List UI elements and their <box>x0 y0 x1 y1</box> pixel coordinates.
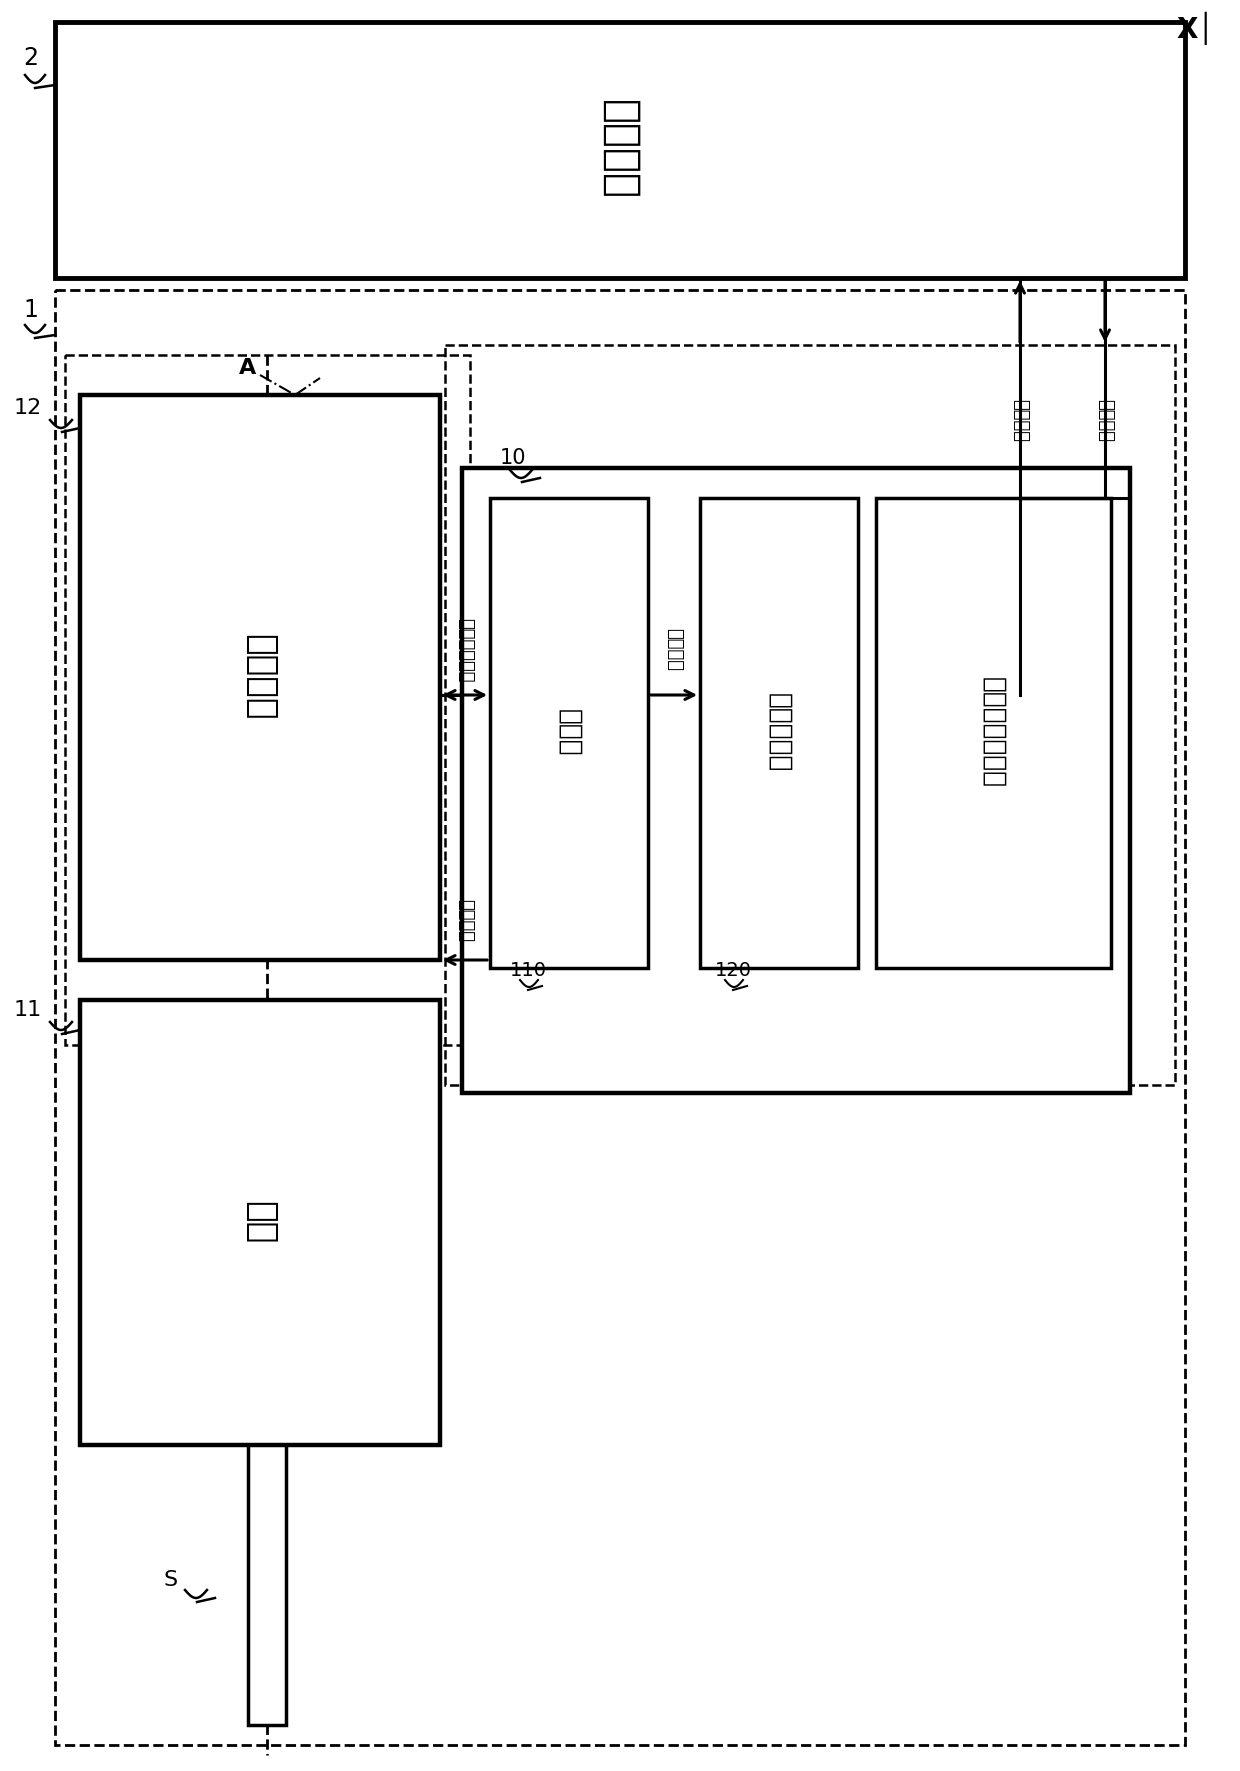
Text: 110: 110 <box>510 960 547 979</box>
Bar <box>248 1445 286 1725</box>
Text: 增量信号: 增量信号 <box>1011 398 1029 441</box>
Text: 12: 12 <box>14 398 42 418</box>
Bar <box>55 21 1185 278</box>
Text: 比特分割部: 比特分割部 <box>766 692 792 772</box>
Bar <box>55 290 1185 1744</box>
Bar <box>701 498 858 969</box>
Text: 上位设备: 上位设备 <box>599 99 641 200</box>
Text: 控制部: 控制部 <box>556 708 582 756</box>
Bar <box>875 498 1111 969</box>
Text: 11: 11 <box>14 1001 42 1020</box>
Bar <box>490 498 649 969</box>
Text: 2: 2 <box>24 46 38 71</box>
Text: 编码器部: 编码器部 <box>243 634 277 721</box>
Text: 分割数据: 分割数据 <box>665 629 683 671</box>
Bar <box>81 395 440 960</box>
Bar <box>463 468 1130 1093</box>
Text: 10: 10 <box>500 448 527 468</box>
Text: 控制信号: 控制信号 <box>1096 398 1114 441</box>
Text: A: A <box>239 358 257 377</box>
Text: 增量信号发送部: 增量信号发送部 <box>981 678 1007 788</box>
Text: X│: X│ <box>1177 11 1215 44</box>
Text: 1: 1 <box>24 298 38 322</box>
Text: 旋转位置数据: 旋转位置数据 <box>456 618 474 682</box>
Bar <box>445 345 1176 1086</box>
Bar <box>81 1001 440 1445</box>
Text: 120: 120 <box>715 960 751 979</box>
Text: S: S <box>164 1571 179 1590</box>
Bar <box>64 354 470 1045</box>
Text: 马达: 马达 <box>243 1201 277 1243</box>
Text: 控制信号: 控制信号 <box>456 898 474 942</box>
